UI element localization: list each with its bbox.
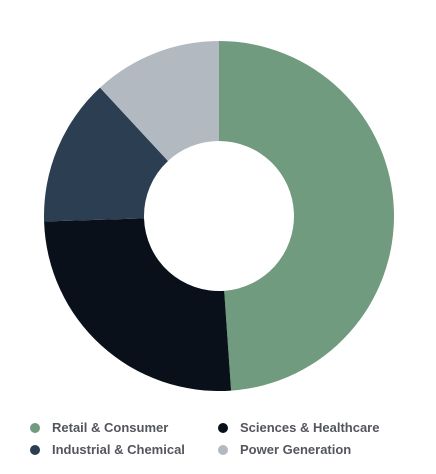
slice-industrial-chemical <box>44 87 169 222</box>
legend-label-sciences-healthcare: Sciences & Healthcare <box>240 420 380 435</box>
legend-item-power-generation: Power Generation <box>218 441 410 459</box>
legend-swatch-power-generation <box>218 445 228 455</box>
legend-label-power-generation: Power Generation <box>240 442 352 457</box>
slice-sciences-healthcare <box>44 218 232 391</box>
legend-item-industrial-chemical: Industrial & Chemical <box>30 441 218 459</box>
donut-slices <box>44 41 394 391</box>
legend-label-industrial-chemical: Industrial & Chemical <box>52 442 185 457</box>
legend-item-sciences-healthcare: Sciences & Healthcare <box>218 419 410 437</box>
legend-swatch-industrial-chemical <box>30 445 40 455</box>
legend-swatch-sciences-healthcare <box>218 423 228 433</box>
slice-retail-consumer <box>219 41 394 391</box>
chart-legend: Retail & Consumer Sciences & Healthcare … <box>30 419 410 459</box>
legend-swatch-retail-consumer <box>30 423 40 433</box>
legend-label-retail-consumer: Retail & Consumer <box>52 420 169 435</box>
slice-power-generation <box>100 41 219 162</box>
legend-item-retail-consumer: Retail & Consumer <box>30 419 218 437</box>
